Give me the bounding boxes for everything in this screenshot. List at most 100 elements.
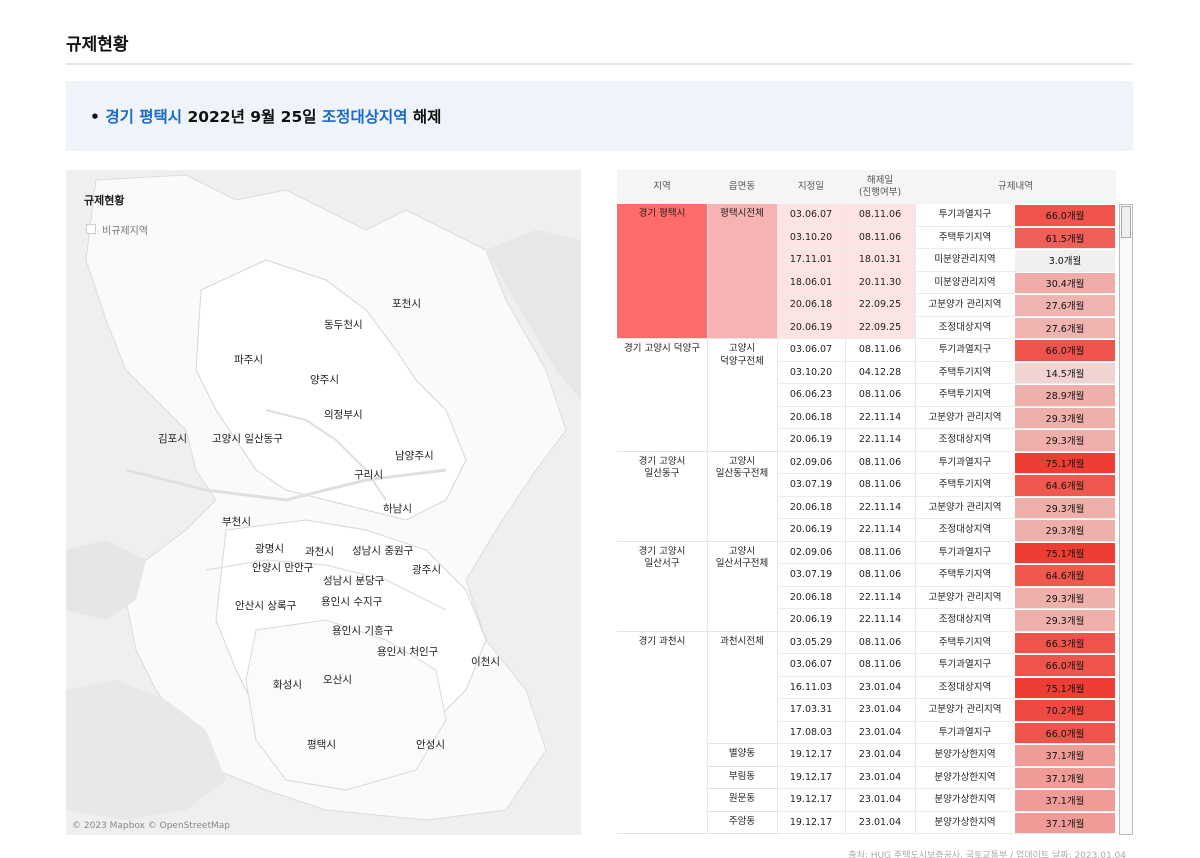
- map-label[interactable]: 부천시: [222, 516, 251, 528]
- notice-banner: • 경기 평택시 2022년 9월 25일 조정대상지역 해제: [66, 81, 1133, 151]
- cell-released: 23.01.04: [858, 794, 902, 805]
- cell-released: 08.11.06: [858, 456, 902, 468]
- row-dong: 고양시 일산동구전체: [707, 452, 777, 542]
- cell-regulation: 투기과열지구: [938, 209, 992, 220]
- cell-regulation: 투기과열지구: [938, 546, 992, 558]
- cell-designated: 20.06.19: [789, 434, 833, 445]
- notice-date: 2022년 9월 25일: [187, 108, 317, 126]
- map-label[interactable]: 광주시: [412, 564, 441, 576]
- cell-regulation: 주택투기지역: [938, 366, 992, 378]
- cell-regulation: 주택투기지역: [938, 231, 992, 243]
- column-divider: [777, 204, 778, 834]
- column-divider: [845, 204, 846, 834]
- map-label[interactable]: 화성시: [273, 679, 302, 691]
- map-label[interactable]: 고양시 일산동구: [212, 433, 283, 445]
- notice-region: 경기 평택시: [105, 108, 183, 126]
- map-label[interactable]: 양주시: [310, 374, 339, 386]
- map-label[interactable]: 이천시: [471, 656, 500, 668]
- cell-released: 23.01.04: [858, 681, 902, 693]
- cell-released: 23.01.04: [858, 816, 902, 828]
- cell-designated: 03.10.20: [777, 226, 845, 249]
- cell-regulation: 투기과열지구: [938, 726, 992, 738]
- row-divider: [777, 788, 1116, 789]
- header-details: 규제내역: [998, 181, 1033, 193]
- cell-regulation: 분양가상한지역: [934, 794, 996, 805]
- cell-duration: 37.1개월: [1015, 767, 1115, 788]
- row-divider: [777, 810, 1116, 812]
- cell-designated: 19.12.17: [789, 816, 833, 828]
- cell-regulation: 투기과열지구: [938, 456, 992, 468]
- map-label[interactable]: 남양주시: [395, 450, 434, 462]
- map-label[interactable]: 안산시 상록구: [235, 600, 297, 612]
- cell-released: 18.01.31: [845, 249, 915, 272]
- row-divider: [777, 833, 1116, 834]
- cell-designated: 02.09.06: [789, 456, 833, 468]
- cell-regulation: 투기과열지구: [938, 344, 992, 355]
- cell-released: 23.01.04: [858, 704, 902, 715]
- cell-duration: 37.1개월: [1015, 812, 1115, 833]
- cell-duration: 29.3개월: [1015, 610, 1115, 631]
- header-released-line1: 해제일: [866, 175, 894, 187]
- map-label[interactable]: 오산시: [323, 674, 352, 686]
- map-label[interactable]: 성남시 중원구: [352, 545, 414, 557]
- cell-regulation: 분양가상한지역: [934, 749, 996, 760]
- cell-duration: 70.2개월: [1015, 700, 1115, 721]
- cell-released: 08.11.06: [858, 389, 902, 400]
- map-label[interactable]: 광명시: [255, 543, 284, 555]
- row-region: 경기 고양시 일산서구: [617, 542, 707, 632]
- cell-duration: 66.0개월: [1015, 722, 1115, 743]
- cell-regulation: 조정대상지역: [938, 434, 992, 445]
- map-label[interactable]: 파주시: [234, 354, 263, 366]
- cell-designated: 20.06.18: [789, 411, 833, 423]
- cell-regulation: 미분양관리지역: [934, 276, 996, 288]
- cell-released: 08.11.06: [858, 636, 902, 648]
- map-label[interactable]: 의정부시: [324, 409, 363, 421]
- cell-regulation: 주택투기지역: [938, 569, 992, 580]
- cell-duration: 66.0개월: [1015, 655, 1115, 676]
- cell-released: 22.09.25: [845, 316, 915, 339]
- cell-designated: 20.06.18: [789, 591, 833, 603]
- cell-duration: 64.6개월: [1015, 565, 1115, 586]
- row-divider: [777, 248, 1116, 249]
- cell-designated: 16.11.03: [789, 681, 833, 693]
- row-dong: 주암동: [707, 812, 777, 834]
- row-divider: [777, 540, 1116, 542]
- map-label[interactable]: 용인시 수지구: [321, 596, 383, 608]
- cell-duration: 66.0개월: [1015, 340, 1115, 361]
- map-label[interactable]: 구리시: [354, 469, 383, 481]
- cell-released: 22.11.14: [858, 434, 902, 445]
- notice-zone: 조정대상지역: [321, 108, 408, 126]
- cell-released: 08.11.06: [858, 659, 902, 670]
- map-label[interactable]: 용인시 기흥구: [332, 625, 394, 637]
- map-label[interactable]: 평택시: [307, 739, 336, 751]
- row-divider: [777, 293, 1116, 294]
- row-divider: [777, 315, 1116, 317]
- page-title: 규제현황: [66, 35, 129, 55]
- map-label[interactable]: 용인시 처인구: [377, 646, 439, 658]
- table-header: 지역 읍면동 지정일 해제일 (진행여부) 규제내역: [617, 170, 1116, 204]
- map-label[interactable]: 안양시 만안구: [252, 562, 314, 574]
- cell-designated: 03.10.20: [789, 366, 833, 378]
- table-scrollbar[interactable]: [1119, 204, 1133, 835]
- scroll-thumb[interactable]: [1121, 206, 1131, 238]
- row-divider: [777, 743, 1116, 744]
- map-label[interactable]: 포천시: [392, 298, 421, 310]
- cell-duration: 28.9개월: [1015, 385, 1115, 406]
- cell-released: 22.09.25: [845, 294, 915, 317]
- map-label[interactable]: 안성시: [416, 739, 445, 751]
- cell-duration: 29.3개월: [1015, 497, 1115, 518]
- map-label[interactable]: 김포시: [158, 433, 187, 445]
- map-attribution[interactable]: © 2023 Mapbox © OpenStreetMap: [72, 821, 230, 831]
- row-dong: 과천시전체: [707, 632, 777, 744]
- cell-duration: 75.1개월: [1015, 452, 1115, 473]
- map-label[interactable]: 성남시 분당구: [323, 575, 385, 587]
- row-divider: [777, 495, 1116, 497]
- row-divider: [777, 675, 1116, 677]
- cell-released: 08.11.06: [845, 226, 915, 249]
- map-label[interactable]: 동두천시: [324, 319, 363, 331]
- region-map[interactable]: 규제현황 비규제지역 포천시 동두천시 파주시 양주시 의정부시 김포시 고양시…: [66, 170, 581, 835]
- map-label[interactable]: 과천시: [305, 546, 334, 558]
- header-released: 해제일 (진행여부): [845, 170, 915, 204]
- map-label[interactable]: 하남시: [383, 503, 412, 515]
- row-divider: [777, 428, 1116, 429]
